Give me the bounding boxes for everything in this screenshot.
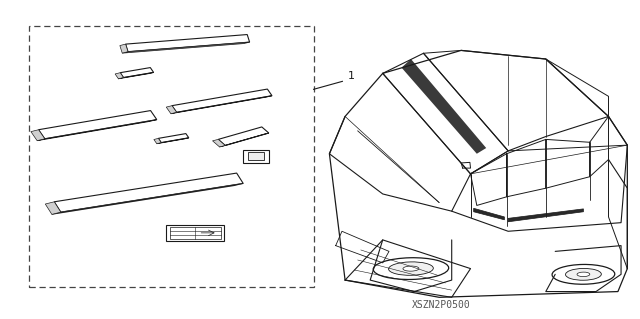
Polygon shape [118,72,154,79]
Ellipse shape [566,268,602,280]
Polygon shape [154,138,161,144]
Ellipse shape [552,264,615,284]
Polygon shape [37,120,157,141]
Polygon shape [120,44,128,53]
Polygon shape [218,127,269,145]
Polygon shape [157,138,189,144]
Bar [166,225,224,241]
Polygon shape [166,106,177,114]
Polygon shape [120,68,154,78]
Ellipse shape [388,262,433,275]
Polygon shape [508,209,584,222]
Polygon shape [122,42,250,53]
Polygon shape [171,96,272,114]
Ellipse shape [403,266,419,271]
Ellipse shape [577,272,590,277]
Text: XSZN2P0500: XSZN2P0500 [412,300,471,310]
Ellipse shape [373,258,449,279]
Polygon shape [31,130,45,141]
Polygon shape [125,34,250,52]
Bar [170,227,221,239]
Polygon shape [54,173,243,212]
Polygon shape [115,73,124,79]
Polygon shape [172,89,272,112]
Polygon shape [52,183,243,214]
Polygon shape [158,134,189,143]
Polygon shape [45,202,61,214]
Polygon shape [401,59,486,154]
Polygon shape [220,133,269,147]
Bar [243,150,269,163]
Polygon shape [212,139,225,147]
Bar [248,152,264,160]
Text: 1: 1 [348,71,355,81]
Bar [29,26,314,287]
Circle shape [383,265,396,272]
Polygon shape [474,208,504,220]
Polygon shape [38,111,157,139]
